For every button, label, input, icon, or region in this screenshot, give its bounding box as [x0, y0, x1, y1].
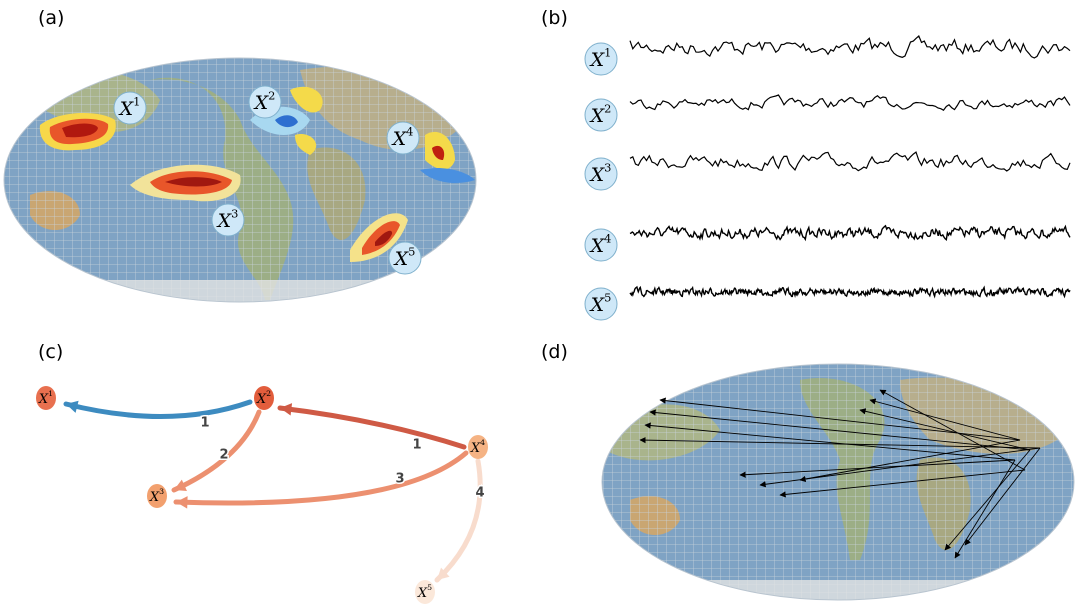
edge-label: 1 [200, 416, 209, 431]
label-sup: 5 [408, 244, 415, 258]
label-base: X [589, 294, 606, 316]
label-sup: 2 [604, 101, 611, 115]
label-base: X [589, 164, 606, 186]
edges [66, 401, 480, 580]
label-sup: 1 [133, 94, 140, 108]
label-sup: 4 [406, 124, 413, 138]
label-sup: 2 [266, 389, 271, 398]
panel-label: (c) [38, 341, 63, 363]
label-sup: 4 [480, 438, 485, 447]
label-base: X [253, 92, 270, 114]
panel-label: (a) [38, 7, 64, 29]
figure: (a) (b) (c) (d) [0, 0, 1079, 604]
time-series [630, 226, 1070, 240]
label-sup: 5 [604, 290, 611, 304]
label-sup: 3 [159, 487, 164, 496]
label-sup: 1 [48, 389, 53, 398]
label-base: X [216, 210, 233, 232]
time-series [630, 36, 1070, 58]
label-sup: 2 [268, 88, 275, 102]
label-base: X [589, 105, 606, 127]
label-base: X [393, 248, 410, 270]
edge-label: 1 [412, 438, 421, 453]
label-sup: 5 [427, 583, 432, 592]
edge-label: 2 [219, 448, 228, 463]
edge-head [176, 496, 188, 508]
label-base: X [118, 98, 135, 120]
label-sup: 1 [604, 45, 611, 59]
edge-label: 4 [475, 486, 484, 501]
label-base: X [589, 49, 606, 71]
label-sup: 3 [231, 206, 238, 220]
time-series [630, 287, 1070, 297]
edge-label: 3 [395, 472, 404, 487]
label-base: X [589, 235, 606, 257]
edge [280, 408, 464, 447]
edge [437, 461, 480, 580]
time-series [630, 95, 1070, 110]
time-series [630, 152, 1070, 171]
panel-label: (b) [541, 7, 568, 29]
world-map [600, 360, 1079, 604]
label-base: X [391, 128, 408, 150]
label-sup: 4 [604, 231, 611, 245]
edge [66, 402, 250, 417]
label-sup: 3 [604, 160, 611, 174]
edge [174, 412, 259, 490]
panel-label: (d) [541, 341, 568, 363]
